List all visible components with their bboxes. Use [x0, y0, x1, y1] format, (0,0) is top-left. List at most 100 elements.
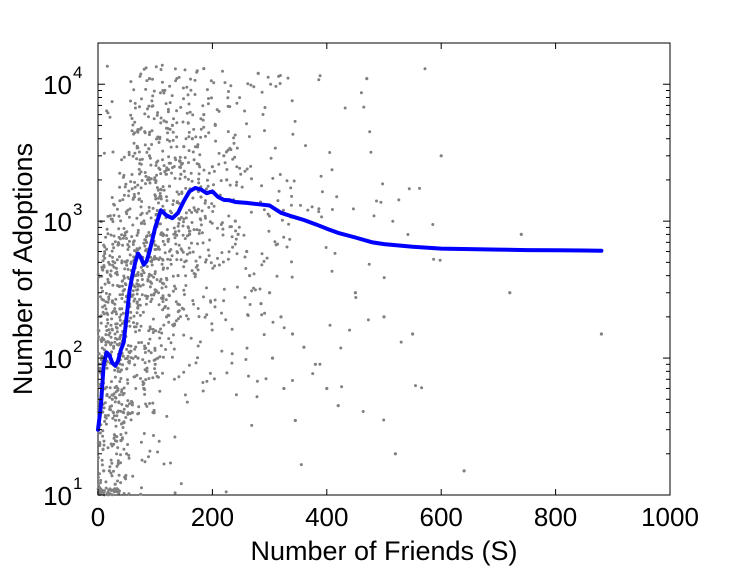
scatter-point: [290, 332, 295, 336]
scatter-point: [330, 208, 334, 211]
scatter-point: [258, 287, 262, 291]
scatter-point: [262, 333, 266, 337]
scatter-point: [171, 333, 175, 337]
scatter-point: [120, 388, 124, 392]
scatter-point: [165, 172, 168, 176]
scatter-point: [160, 63, 164, 67]
scatter-point: [132, 299, 136, 303]
scatter-point: [118, 318, 122, 322]
scatter-point: [216, 226, 219, 230]
scatter-point: [235, 285, 239, 289]
scatter-point: [143, 460, 147, 464]
scatter-point: [181, 86, 185, 90]
scatter-point: [128, 359, 131, 363]
scatter-point: [189, 171, 193, 175]
scatter-point: [118, 293, 122, 297]
scatter-point: [153, 348, 157, 352]
scatter-point: [135, 300, 139, 304]
scatter-point: [121, 236, 125, 240]
scatter-point: [237, 225, 241, 229]
scatter-point: [115, 452, 119, 456]
scatter-point: [161, 89, 165, 92]
scatter-point: [233, 133, 237, 137]
scatter-point: [184, 259, 188, 263]
scatter-point: [232, 136, 236, 140]
scatter-point: [126, 443, 130, 446]
scatter-point: [133, 249, 136, 253]
scatter-point: [136, 146, 140, 150]
scatter-point: [99, 295, 102, 299]
scatter-point: [148, 449, 152, 453]
scatter-point: [173, 230, 177, 234]
scatter-point: [198, 153, 202, 157]
scatter-point: [104, 324, 108, 328]
scatter-point: [148, 285, 152, 289]
scatter-point: [157, 303, 161, 307]
scatter-point: [411, 332, 415, 336]
scatter-point: [160, 262, 164, 266]
scatter-point: [137, 167, 141, 171]
scatter-point: [353, 291, 357, 295]
scatter-point: [130, 117, 134, 120]
scatter-point: [240, 185, 244, 189]
scatter-point: [375, 199, 378, 203]
scatter-point: [238, 166, 242, 170]
scatter-point: [212, 81, 216, 85]
scatter-point: [159, 195, 163, 198]
scatter-point: [105, 64, 109, 68]
scatter-point: [214, 139, 218, 143]
scatter-point: [152, 434, 155, 437]
scatter-point: [109, 408, 113, 412]
scatter-point: [113, 307, 117, 311]
scatter-point: [143, 222, 146, 226]
scatter-point: [100, 297, 104, 301]
scatter-point: [137, 283, 141, 287]
scatter-point: [156, 245, 160, 249]
scatter-point: [234, 237, 238, 241]
scatter-point: [155, 186, 159, 190]
scatter-point: [210, 202, 214, 206]
scatter-point: [226, 257, 230, 261]
scatter-point: [317, 207, 321, 211]
scatter-point: [262, 259, 266, 263]
scatter-point: [255, 379, 259, 383]
scatter-point: [119, 313, 123, 317]
scatter-point: [109, 471, 113, 475]
scatter-point: [156, 375, 160, 379]
scatter-point: [141, 358, 145, 362]
scatter-point: [102, 254, 106, 258]
scatter-point: [149, 163, 153, 167]
scatter-point: [230, 327, 234, 331]
scatter-point: [131, 223, 135, 227]
scatter-point: [125, 237, 128, 240]
scatter-point: [127, 319, 131, 323]
scatter-point: [176, 310, 180, 314]
scatter-point: [187, 102, 191, 106]
scatter-point: [160, 331, 164, 335]
scatter-point: [129, 344, 133, 348]
scatter-point: [100, 268, 104, 271]
scatter-point: [190, 241, 193, 245]
scatter-point: [179, 258, 183, 262]
scatter-point: [147, 359, 151, 363]
scatter-point: [108, 395, 112, 399]
scatter-point: [135, 322, 139, 326]
y-tick-exponent: 3: [73, 200, 82, 219]
scatter-point: [148, 156, 152, 160]
scatter-point: [438, 258, 442, 262]
scatter-point: [154, 181, 158, 185]
scatter-point: [134, 387, 138, 390]
scatter-point: [276, 199, 280, 203]
scatter-point: [189, 88, 193, 92]
scatter-point: [167, 161, 171, 165]
scatter-point: [177, 243, 181, 247]
scatter-point: [184, 216, 188, 220]
scatter-point: [187, 149, 191, 153]
scatter-point: [167, 337, 171, 341]
scatter-point: [139, 272, 143, 276]
scatter-point: [123, 233, 127, 237]
scatter-point: [110, 493, 114, 497]
scatter-point: [287, 222, 291, 226]
scatter-point: [165, 228, 169, 232]
scatter-point: [147, 77, 152, 81]
